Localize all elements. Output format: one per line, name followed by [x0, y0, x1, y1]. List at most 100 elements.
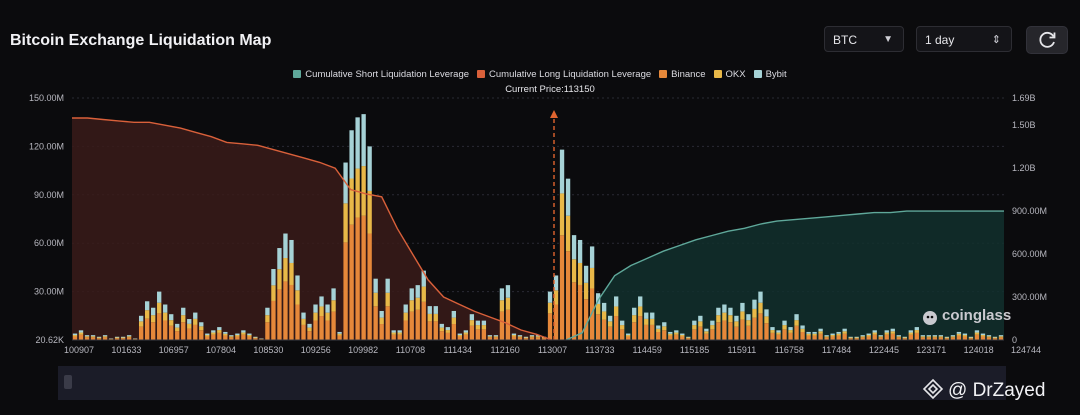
bar-bybit	[728, 307, 733, 316]
bar-binance	[962, 336, 968, 340]
bar-okx	[692, 325, 697, 330]
legend-item-1[interactable]: Cumulative Long Liquidation Leverage	[477, 69, 651, 80]
bar-binance	[541, 338, 547, 340]
bar-binance	[403, 320, 408, 340]
bar-binance	[421, 301, 426, 340]
bar-binance	[229, 337, 234, 340]
coin-select[interactable]: BTC ▼	[824, 26, 904, 52]
bar-okx	[656, 328, 661, 333]
legend-item-3[interactable]: OKX	[713, 69, 746, 80]
bar-okx	[169, 320, 174, 326]
bar-binance	[523, 338, 529, 340]
bar-bybit	[385, 278, 390, 293]
bar-bybit	[493, 335, 499, 337]
bar-binance	[728, 322, 733, 340]
bar-bybit	[295, 275, 300, 291]
bar-binance	[872, 334, 877, 340]
bar-okx	[307, 327, 312, 332]
range-select-value: 1 day	[925, 33, 955, 47]
bar-okx	[403, 312, 408, 321]
bar-okx	[559, 193, 565, 236]
bar-bybit	[734, 315, 739, 322]
bar-okx	[638, 306, 643, 317]
bar-okx	[607, 321, 613, 327]
bar-bybit	[968, 336, 974, 338]
bar-okx	[884, 332, 889, 335]
legend-swatch	[477, 70, 486, 78]
bar-binance	[78, 334, 84, 340]
bar-bybit	[307, 323, 312, 328]
bar-okx	[409, 300, 414, 312]
bar-binance	[169, 325, 174, 340]
bar-bybit	[878, 335, 883, 337]
short-cumulative-area	[566, 211, 1004, 340]
bar-binance	[397, 334, 402, 340]
x-axis-tick-label: 113007	[538, 345, 567, 355]
bar-bybit	[553, 275, 559, 291]
bar-okx	[367, 190, 372, 234]
x-axis-tick-label: 107804	[206, 345, 236, 355]
legend-item-2[interactable]: Binance	[659, 69, 706, 80]
bar-bybit	[986, 335, 992, 337]
bar-bybit	[217, 327, 222, 331]
bar-binance	[848, 338, 853, 340]
bar-bybit	[992, 336, 998, 338]
bar-bybit	[138, 315, 144, 322]
bar-binance	[620, 329, 625, 340]
bar-bybit	[890, 328, 895, 332]
bar-okx	[577, 262, 583, 285]
bar-okx	[800, 328, 805, 333]
x-axis-tick-label: 100907	[64, 345, 94, 355]
left-axis-tick-label: 150.00M	[29, 93, 64, 103]
bar-okx	[866, 335, 871, 337]
legend-item-0[interactable]: Cumulative Short Liquidation Leverage	[293, 69, 469, 80]
refresh-button[interactable]	[1026, 26, 1068, 54]
bar-binance	[463, 334, 469, 340]
bar-binance	[680, 336, 685, 340]
bar-binance	[866, 336, 871, 340]
bar-bybit	[908, 330, 913, 333]
bar-binance	[102, 337, 108, 340]
bar-binance	[668, 335, 673, 340]
bar-okx	[583, 282, 589, 300]
bar-bybit	[662, 322, 667, 327]
bar-bybit	[583, 265, 589, 283]
bar-binance	[571, 282, 577, 340]
bar-okx	[114, 337, 120, 339]
bar-okx	[337, 333, 342, 336]
bar-binance	[638, 316, 643, 340]
bar-okx	[698, 321, 703, 327]
scroll-handle[interactable]	[64, 375, 72, 389]
bar-okx	[650, 318, 655, 325]
bar-binance	[90, 337, 96, 340]
bar-bybit	[199, 322, 204, 327]
bar-bybit	[319, 296, 324, 307]
bar-bybit	[283, 233, 288, 259]
bar-bybit	[523, 336, 529, 338]
bar-okx	[96, 337, 102, 339]
right-axis-tick-label: 600.00M	[1012, 249, 1047, 259]
bar-okx	[361, 166, 366, 216]
bar-okx	[355, 168, 360, 218]
bar-binance	[956, 335, 962, 340]
bar-bybit	[205, 333, 210, 336]
bar-bybit	[638, 296, 643, 307]
bar-okx	[463, 332, 469, 335]
bar-bybit	[944, 336, 950, 338]
bar-okx	[704, 331, 709, 334]
bar-binance	[529, 337, 535, 340]
bar-okx	[589, 267, 595, 289]
bar-binance	[205, 336, 210, 340]
bar-bybit	[626, 333, 631, 336]
bar-bybit	[565, 178, 571, 216]
bar-okx	[217, 330, 222, 333]
legend-item-4[interactable]: Bybit	[753, 69, 787, 80]
bar-okx	[253, 337, 258, 339]
bar-okx	[511, 335, 517, 337]
bar-okx	[776, 332, 781, 335]
bar-binance	[445, 332, 450, 340]
bar-okx	[962, 335, 968, 337]
range-select[interactable]: 1 day ⇕	[916, 26, 1012, 52]
bar-binance	[788, 332, 793, 340]
range-scrollbar[interactable]	[58, 366, 1006, 400]
